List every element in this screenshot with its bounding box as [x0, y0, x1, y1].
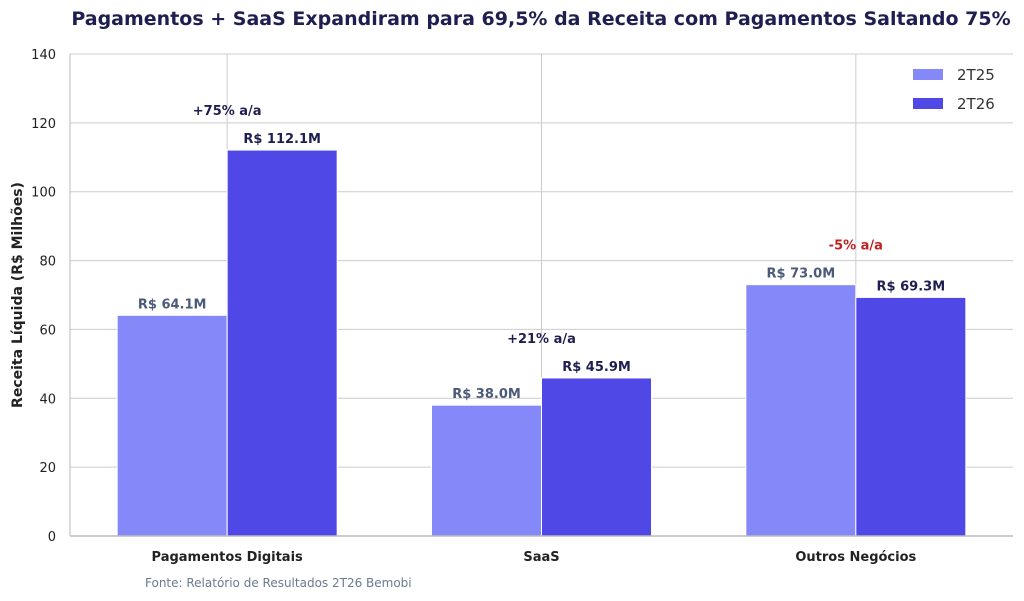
bar [745, 284, 857, 537]
y-tick-label: 20 [39, 461, 56, 476]
legend-swatch [913, 69, 943, 80]
chart-title: Pagamentos + SaaS Expandiram para 69,5% … [71, 8, 1010, 30]
legend-label: 2T26 [957, 95, 995, 113]
y-tick-label: 60 [39, 323, 56, 338]
legend-swatch [913, 98, 943, 109]
y-tick-label: 100 [31, 186, 56, 201]
y-tick-label: 80 [39, 255, 56, 270]
axes: 0 20 40 60 80 100 120 140 Pagamentos Digitais Saa… [31, 48, 1013, 565]
bar-value-label: R$ 112.1M [243, 132, 321, 147]
y-tick-label: 40 [39, 392, 56, 407]
source-note: Fonte: Relatório de Resultados 2T26 Bemo… [145, 576, 412, 590]
x-tick-label: Pagamentos Digitais [152, 550, 304, 565]
bar-value-label: R$ 38.0M [452, 387, 521, 402]
legend-label: 2T25 [957, 66, 995, 84]
y-axis-label: Receita Líquida (R$ Milhões) [10, 182, 26, 408]
bar [855, 296, 967, 537]
y-tick-label: 120 [31, 117, 56, 132]
data-labels: R$ 64.1M R$ 112.1M R$ 38.0M R$ 45.9M R$ 73.0… [138, 104, 945, 402]
bar [116, 314, 228, 537]
change-annotation: -5% a/a [829, 239, 883, 254]
change-annotation: +75% a/a [193, 104, 262, 119]
bar-value-label: R$ 73.0M [767, 267, 836, 282]
x-tick-label: Outros Negócios [795, 550, 916, 565]
y-tick-label: 140 [31, 48, 56, 63]
legend: 2T25 2T26 [913, 66, 995, 113]
change-annotation: +21% a/a [507, 332, 576, 347]
bar [431, 404, 542, 537]
bar [541, 377, 652, 537]
bar-value-label: R$ 69.3M [877, 279, 946, 294]
bar-value-label: R$ 45.9M [562, 360, 631, 375]
x-tick-label: SaaS [523, 550, 559, 565]
bar [226, 149, 338, 537]
bars [116, 149, 967, 537]
bar-value-label: R$ 64.1M [138, 297, 207, 312]
y-tick-label: 0 [48, 530, 56, 545]
